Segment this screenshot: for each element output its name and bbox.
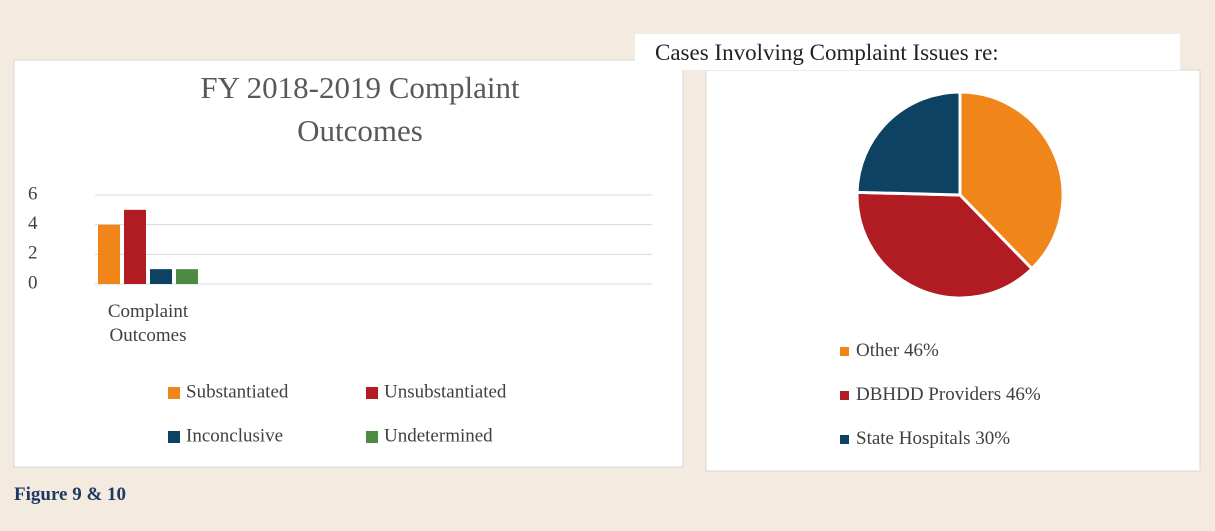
pie-slice [855, 90, 962, 197]
legend-label: Unsubstantiated [384, 381, 507, 402]
legend-label: Inconclusive [186, 425, 283, 446]
legend-swatch [366, 431, 378, 443]
legend-label: State Hospitals 30% [856, 428, 1010, 449]
legend-swatch [168, 431, 180, 443]
x-tick-label: Complaint Outcomes [107, 301, 189, 346]
legend-value: 46% [1006, 384, 1041, 405]
legend-value: 46% [904, 340, 939, 361]
bar-title: FY 2018-2019 Complaint Outcomes [200, 70, 520, 148]
bar [124, 209, 146, 284]
legend-name: Other [856, 340, 900, 361]
bar [176, 269, 198, 284]
pie-title-box [635, 34, 1180, 70]
legend-swatch [840, 347, 849, 356]
y-tick-label: 6 [28, 183, 38, 204]
legend-swatch [168, 387, 180, 399]
y-tick-label: 2 [28, 243, 38, 264]
pie-slice [958, 90, 1065, 271]
pie-slice [855, 190, 1035, 300]
legend-swatch [840, 435, 849, 444]
y-tick-label: 0 [28, 272, 38, 293]
bar [150, 269, 172, 284]
legend-label: Undetermined [384, 425, 493, 446]
caption: Figure 9 & 10 [14, 484, 127, 505]
pie-title: Cases Involving Complaint Issues re: [655, 40, 999, 65]
legend-name: DBHDD Providers [856, 384, 1001, 405]
legend-label: DBHDD Providers 46% [856, 384, 1041, 405]
legend-value: 30% [975, 428, 1010, 449]
y-tick-label: 4 [28, 213, 38, 234]
legend-label: Substantiated [186, 381, 289, 402]
legend-name: State Hospitals [856, 428, 971, 449]
legend-label: Other 46% [856, 340, 939, 361]
bar [98, 224, 120, 284]
legend-swatch [366, 387, 378, 399]
legend-swatch [840, 391, 849, 400]
